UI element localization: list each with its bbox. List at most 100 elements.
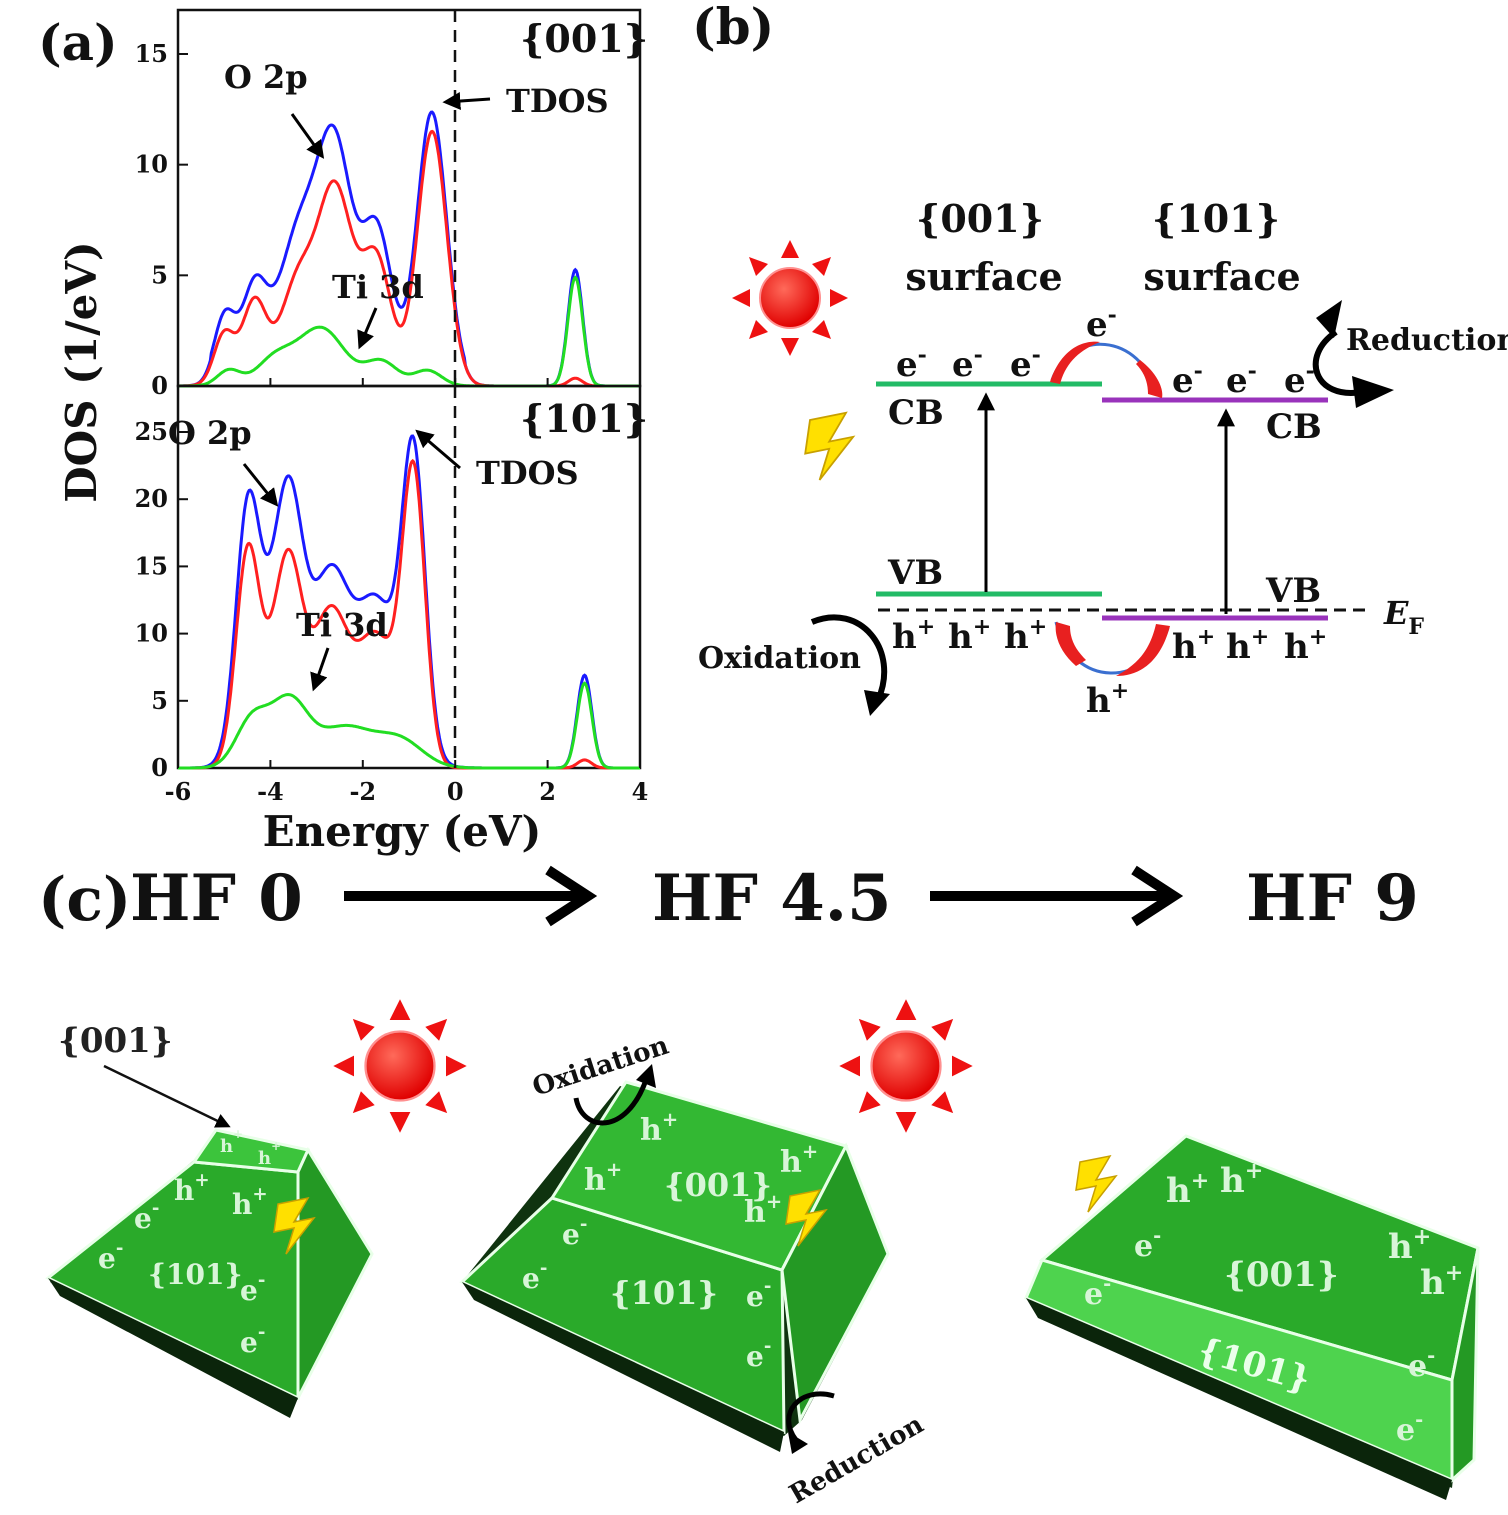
y-tick-label: 5 — [151, 686, 168, 715]
y-tick-label: 0 — [151, 371, 168, 400]
crystal-hf45-hole: h+ — [744, 1190, 782, 1230]
reduction-curve — [1312, 329, 1363, 396]
band-hole: h+ — [1004, 614, 1047, 657]
dos-001-ti3d-arrow — [357, 307, 378, 350]
oxidation-curve — [810, 614, 888, 702]
crystal-hf9-hole: h+ — [1166, 1168, 1209, 1211]
dos-plot-101-curves — [178, 434, 640, 770]
band-hole: h+ — [1284, 624, 1327, 667]
dos-x-ticks: -6 -4 -2 0 2 4 — [165, 378, 649, 806]
crystal-hf45-reduction-label: Reduction — [785, 1409, 929, 1510]
band-electron: e- — [1226, 358, 1257, 401]
band-hole: h+ — [892, 614, 935, 657]
band-electron: e- — [1284, 358, 1315, 401]
crystal-hf0-electron: e- — [240, 1270, 265, 1307]
dos-101-ti3d-arrow — [310, 647, 330, 692]
crystal-hf45-electron: e- — [562, 1214, 587, 1251]
reduction-arrowhead — [1352, 376, 1394, 408]
crystal-hf45-hole: h+ — [640, 1108, 678, 1148]
crystal-hf9-bottom — [1026, 1298, 1452, 1500]
surface-001-facet: {001} — [916, 196, 1044, 241]
crystal-hf0-hole: h+ — [258, 1139, 281, 1169]
crystal-hf45-101-label: {101} — [610, 1274, 718, 1312]
y-tick-label: 15 — [135, 39, 168, 68]
stage-hf0: HF 0 — [130, 861, 303, 936]
crystal-hf45-bottom — [462, 1282, 784, 1452]
dos-101-o2p-arrow — [242, 463, 279, 507]
x-tick-label: 2 — [539, 777, 556, 806]
dos-001-tdos-arrow — [442, 92, 491, 110]
band-holes: h+ h+ h+ h+ h+ h+ — [892, 614, 1327, 667]
transfer-electron-label: e- — [1086, 302, 1117, 345]
dos-plot-001-facet: {001} — [520, 16, 648, 61]
crystal-hf45-carriers: h+ h+ h+ h+ e-e-e-e- — [522, 1108, 818, 1373]
crystal-hf45-electron: e- — [522, 1258, 547, 1295]
band-electron: e- — [896, 342, 927, 385]
vb-001-label: VB — [887, 553, 943, 593]
x-tick-label: -6 — [165, 777, 192, 806]
crystal-hf0-side — [296, 1146, 374, 1399]
crystal-hf0-carriers: h+ h+ h+ h+ e-e-e-e- — [98, 1127, 281, 1359]
oxidation-label: Oxidation — [698, 641, 861, 676]
crystal-hf0-101-label: {101} — [148, 1258, 242, 1291]
dos-101-o2p-curve — [178, 458, 640, 770]
dos-001-ti3d-curve — [178, 275, 640, 388]
x-tick-label: 4 — [632, 777, 649, 806]
y-tick-label: 10 — [135, 619, 168, 648]
dos-001-o2p-curve — [178, 129, 640, 388]
crystal-hf9-hole: h+ — [1388, 1224, 1431, 1267]
fermi-level-label: EF — [1383, 594, 1424, 640]
reduction-label: Reduction — [1346, 323, 1508, 358]
y-tick-label: 20 — [135, 484, 168, 513]
crystal-hf9-001-label: {001} — [1224, 1255, 1339, 1295]
crystal-hf0-001-pointer — [103, 1064, 231, 1128]
y-tick-label: 15 — [135, 551, 168, 580]
stage-arrow-2 — [930, 865, 1184, 927]
crystal-hf45-001-label: {001} — [664, 1166, 772, 1204]
crystal-hf0-electron: e- — [134, 1198, 159, 1235]
sun-icon-c1 — [332, 998, 468, 1134]
crystal-hf0-electron: e- — [98, 1238, 123, 1275]
y-tick-label: 25 — [135, 417, 168, 446]
crystal-hf0-hole: h+ — [174, 1170, 210, 1207]
crystal-hf9-hole: h+ — [1220, 1158, 1263, 1201]
band-diagram: {001} surface {101} surface CB CB VB VB … — [698, 196, 1508, 721]
crystal-hf9-electron: e- — [1408, 1344, 1435, 1384]
crystal-hf45-hole: h+ — [780, 1140, 818, 1180]
x-tick-label: -4 — [257, 777, 284, 806]
dos-plot-001-curves — [178, 110, 640, 388]
dos-001-o2p-label: O 2p — [224, 58, 308, 96]
hole-transfer-arc-red-right — [1116, 624, 1170, 676]
surface-001-word: surface — [905, 254, 1062, 299]
dos-001-ti3d-label: Ti 3d — [332, 268, 424, 306]
reduction-arrowtail — [1316, 300, 1342, 338]
dos-y-axis-title: DOS (1/eV) — [57, 241, 106, 503]
band-hole: h+ — [1226, 624, 1269, 667]
crystal-hf0-001-label: {001} — [58, 1021, 173, 1061]
stage-hf9: HF 9 — [1246, 861, 1419, 936]
dos-x-axis-title: Energy (eV) — [263, 807, 542, 856]
y-tick-label: 0 — [151, 753, 168, 782]
dos-001-tdos-label: TDOS — [506, 82, 609, 120]
crystal-hf9-side — [1450, 1247, 1480, 1484]
vb-101-label: VB — [1265, 571, 1321, 611]
dos-101-tdos-label: TDOS — [476, 454, 579, 492]
band-hole: h+ — [1172, 624, 1215, 667]
crystal-hf9-hole: h+ — [1420, 1260, 1463, 1303]
y-tick-label: 10 — [135, 150, 168, 179]
transfer-hole-label: h+ — [1086, 678, 1129, 721]
surface-101-facet: {101} — [1152, 196, 1280, 241]
cb-101-label: CB — [1266, 407, 1322, 447]
crystal-hf9-carriers: h+ h+h+h+e-e-e-e- — [1084, 1158, 1463, 1448]
dos-plot-001: 0 5 10 15 {001} O 2p TDOS Ti 3d — [135, 8, 648, 400]
electron-transfer-arc-red-right — [1136, 360, 1163, 398]
crystal-hf45-side — [780, 1142, 890, 1425]
dos-101-tdos-arrow — [415, 429, 461, 470]
crystal-hf9-electron: e- — [1396, 1408, 1423, 1448]
band-electrons: e-e-e-e-e-e- — [896, 342, 1315, 401]
dos-plot-101-y-ticks: 0 5 10 15 20 25 — [135, 417, 188, 782]
sun-icon — [731, 239, 849, 357]
crystal-hf9-electron: e- — [1084, 1272, 1111, 1312]
crystal-hf9: {001} {101} h+ h+h+h+e-e-e-e- — [1024, 1134, 1480, 1500]
